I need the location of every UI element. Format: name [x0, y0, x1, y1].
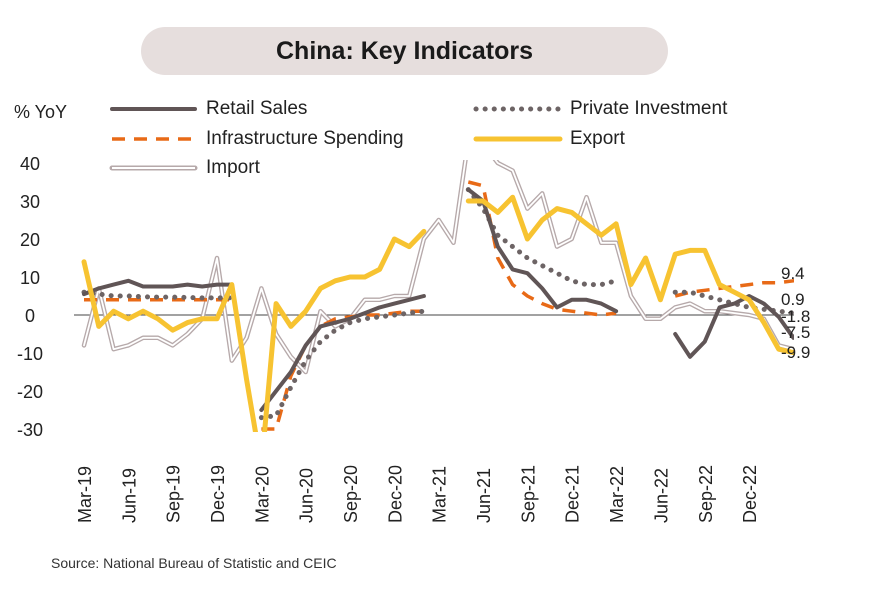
end-value-label: 0.9 — [781, 290, 805, 309]
series-line-retail-sales — [673, 294, 794, 359]
series-line-private-investment — [81, 289, 235, 301]
y-tick-label: 30 — [20, 192, 40, 212]
series-line-infrastructure-spending — [674, 278, 794, 298]
series-line-infrastructure-spending — [261, 309, 424, 431]
source-note: Source: National Bureau of Statistic and… — [51, 555, 337, 571]
x-tick-label: Sep-19 — [164, 465, 184, 523]
series-line-private-investment — [258, 308, 427, 421]
series-line-retail-sales — [259, 294, 426, 412]
end-value-label: -1.8 — [781, 307, 810, 326]
x-tick-label: Jun-20 — [297, 468, 317, 523]
legend-label: Export — [570, 128, 626, 149]
x-tick-label: Dec-19 — [208, 465, 228, 523]
end-value-label: 9.4 — [781, 264, 805, 283]
x-tick-label: Mar-21 — [430, 466, 450, 523]
series-line-export — [81, 228, 427, 432]
x-tick-label: Sep-21 — [518, 465, 538, 523]
x-tick-label: Dec-21 — [563, 465, 583, 523]
legend-label: Import — [206, 157, 261, 178]
series-line-import — [81, 160, 794, 375]
chart-title: China: Key Indicators — [276, 36, 533, 65]
y-tick-label: -10 — [17, 344, 43, 364]
x-tick-label: Sep-20 — [341, 465, 361, 523]
series-line-retail-sales — [466, 187, 619, 314]
series-line-infrastructure-spending — [467, 180, 617, 317]
series-line-retail-sales — [82, 278, 234, 297]
y-tick-label: 20 — [20, 230, 40, 250]
y-tick-label: 10 — [20, 268, 40, 288]
chart-title-pill: China: Key Indicators — [141, 27, 668, 75]
x-tick-label: Dec-20 — [385, 465, 405, 523]
series-line-import-inner — [83, 160, 794, 373]
end-value-label: -7.5 — [781, 323, 810, 342]
x-tick-label: Jun-19 — [119, 468, 139, 523]
x-tick-label: Mar-19 — [75, 466, 95, 523]
y-tick-label: 0 — [25, 306, 35, 326]
y-tick-label: 40 — [20, 154, 40, 174]
end-value-label: -9.9 — [781, 343, 810, 362]
x-tick-label: Jun-22 — [651, 468, 671, 523]
y-tick-label: -30 — [17, 420, 43, 440]
legend-label: Infrastructure Spending — [206, 128, 404, 149]
series-line-export — [465, 194, 794, 356]
legend-label: Retail Sales — [206, 98, 307, 119]
y-tick-label: -20 — [17, 382, 43, 402]
x-tick-label: Mar-20 — [252, 466, 272, 523]
x-tick-label: Dec-22 — [740, 465, 760, 523]
x-tick-label: Sep-22 — [696, 465, 716, 523]
x-tick-label: Jun-21 — [474, 468, 494, 523]
legend-label: Private Investment — [570, 98, 728, 119]
y-axis-label: % YoY — [14, 102, 67, 122]
x-tick-label: Mar-22 — [607, 466, 627, 523]
